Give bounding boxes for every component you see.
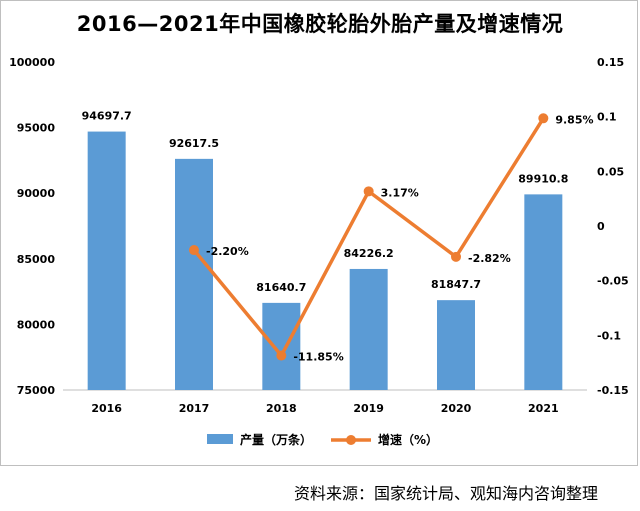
y-axis-tick-label: 100000 <box>9 56 55 69</box>
growth-data-label: -11.85% <box>293 351 343 364</box>
chart-title: 2016—2021年中国橡胶轮胎外胎产量及增速情况 <box>76 12 564 36</box>
y2-axis-tick-label: -0.1 <box>597 329 621 342</box>
y-axis-tick-label: 75000 <box>17 384 56 397</box>
y2-axis-tick-label: -0.15 <box>597 384 629 397</box>
y-axis-tick-label: 80000 <box>17 318 56 331</box>
y-axis-tick-label: 90000 <box>17 187 56 200</box>
x-axis-tick-label: 2017 <box>179 402 210 415</box>
growth-data-label: -2.20% <box>206 245 249 258</box>
x-axis-tick-label: 2016 <box>91 402 122 415</box>
y-axis-tick-label: 95000 <box>17 122 56 135</box>
bar-data-label: 81640.7 <box>256 281 306 294</box>
bar-data-label: 94697.7 <box>82 110 132 123</box>
bar <box>437 300 475 390</box>
growth-data-label: 9.85% <box>555 113 593 126</box>
bar <box>349 268 388 390</box>
growth-data-label: 3.17% <box>381 186 419 199</box>
y-axis-tick-label: 85000 <box>17 253 56 266</box>
growth-point <box>451 251 461 262</box>
legend-line-marker <box>346 435 356 445</box>
y2-axis-tick-label: 0.1 <box>597 111 617 124</box>
bar <box>262 302 301 390</box>
y2-axis-tick-label: 0 <box>597 220 605 233</box>
x-axis-tick-label: 2018 <box>266 402 297 415</box>
x-axis-tick-label: 2019 <box>353 402 384 415</box>
y2-axis-tick-label: 0.05 <box>597 165 624 178</box>
growth-point <box>363 186 374 197</box>
growth-data-label: -2.82% <box>468 252 511 265</box>
bar-data-label: 89910.8 <box>518 172 568 185</box>
y2-axis-tick-label: 0.15 <box>597 56 624 69</box>
source-note: 资料来源：国家统计局、观知海内咨询整理 <box>293 484 598 503</box>
bar-data-label: 84226.2 <box>344 247 394 260</box>
legend-line-label: 增速（%） <box>378 432 438 447</box>
growth-point <box>189 245 199 256</box>
legend-bar-label: 产量（万条） <box>240 432 312 447</box>
x-axis-tick-label: 2020 <box>441 402 472 415</box>
y2-axis-tick-label: -0.05 <box>597 275 629 288</box>
growth-point <box>538 113 549 124</box>
bar-data-label: 92617.5 <box>169 137 219 150</box>
chart-plot: 100000 95000 90000 85000 80000 75000 0.15 0.1 0.… <box>9 56 629 447</box>
x-axis-tick-label: 2021 <box>528 402 559 415</box>
bar-data-label: 81847.7 <box>431 278 481 291</box>
legend-bar-swatch <box>207 434 233 444</box>
growth-point <box>276 350 287 361</box>
bar <box>175 158 213 390</box>
bar <box>524 194 563 390</box>
bar <box>87 131 126 391</box>
